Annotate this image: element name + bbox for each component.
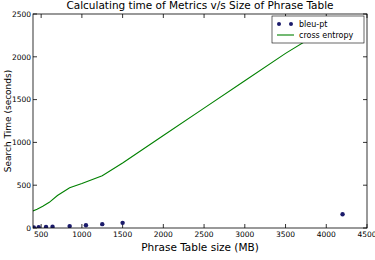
x-tick-top — [204, 14, 205, 18]
x-tick-top — [122, 14, 123, 18]
x-tick — [244, 224, 245, 228]
y-tick-right — [363, 142, 367, 143]
y-tick-label: 1500 — [12, 95, 31, 104]
y-tick-label: 2500 — [12, 10, 31, 19]
point — [100, 222, 104, 226]
x-tick-label: 2500 — [195, 230, 214, 239]
plot-area — [33, 14, 367, 228]
x-tick-label: 3500 — [276, 230, 295, 239]
x-tick-label: 2000 — [154, 230, 173, 239]
x-tick-label: 1000 — [72, 230, 91, 239]
x-tick-top — [41, 14, 42, 18]
y-tick — [33, 99, 37, 100]
x-tick-top — [163, 14, 164, 18]
y-tick-label: 0 — [26, 224, 31, 233]
y-tick — [33, 185, 37, 186]
y-tick — [33, 56, 37, 57]
x-tick — [326, 224, 327, 228]
point — [340, 212, 344, 216]
x-tick-label: 4500 — [357, 230, 375, 239]
chart: Calculating time of Metrics v/s Size of … — [0, 0, 375, 260]
y-tick-label: 1000 — [12, 138, 31, 147]
x-tick — [163, 224, 164, 228]
x-tick — [204, 224, 205, 228]
point — [37, 225, 41, 228]
x-label: Phrase Table size (MB) — [141, 241, 259, 253]
y-tick-right — [363, 185, 367, 186]
legend-label: bleu-pt — [299, 20, 327, 29]
line — [33, 17, 343, 211]
frame — [33, 14, 367, 228]
x-tick-label: 4000 — [317, 230, 336, 239]
legend-label: cross entropy — [299, 31, 354, 40]
x-tick-label: 1500 — [113, 230, 132, 239]
y-tick-label: 500 — [17, 181, 32, 190]
x-tick-top — [81, 14, 82, 18]
x-tick-label: 3000 — [235, 230, 254, 239]
y-tick-label: 2000 — [12, 53, 31, 62]
x-tick-label: 500 — [34, 230, 49, 239]
point — [44, 225, 48, 228]
point — [67, 224, 71, 228]
legend — [272, 16, 364, 43]
legend-marker — [289, 22, 293, 26]
plot-data — [33, 17, 345, 228]
title: Calculating time of Metrics v/s Size of … — [66, 0, 333, 11]
y-tick — [33, 142, 37, 143]
y-tick-right — [363, 56, 367, 57]
legend-marker — [277, 22, 281, 26]
x-tick — [81, 224, 82, 228]
legend-line — [277, 34, 294, 35]
x-tick — [285, 224, 286, 228]
x-tick-top — [244, 14, 245, 18]
point — [120, 221, 124, 225]
y-tick-right — [363, 99, 367, 100]
y-label: Search Time (seconds) — [3, 70, 13, 172]
point — [84, 223, 88, 227]
point — [50, 225, 54, 228]
